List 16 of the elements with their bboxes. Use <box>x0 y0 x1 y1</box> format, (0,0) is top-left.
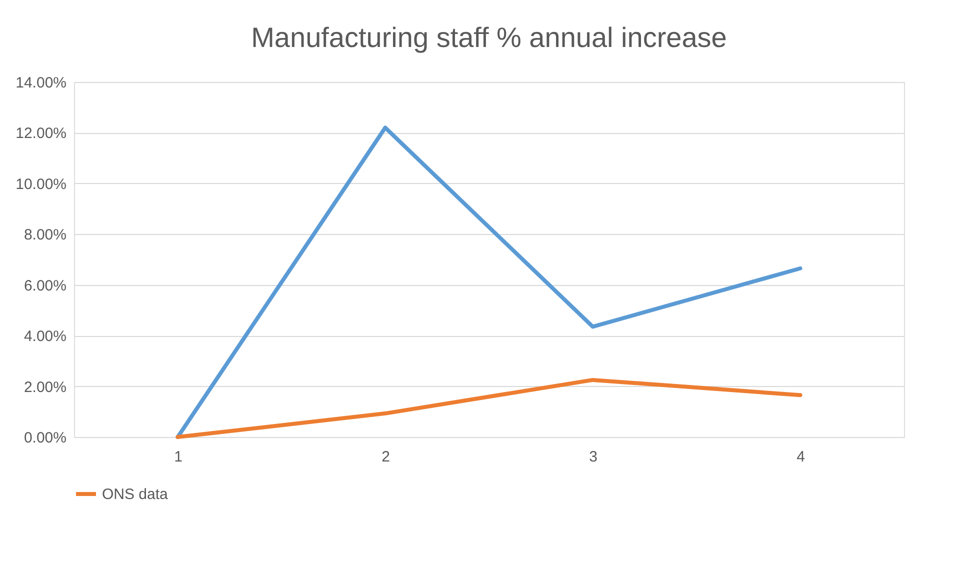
x-tick-label: 1 <box>174 448 182 466</box>
y-tick-label: 4.00% <box>24 328 66 346</box>
x-tick-label: 2 <box>382 448 390 466</box>
line-series <box>176 126 802 439</box>
y-tick-label: 2.00% <box>24 378 66 396</box>
x-tick-label: 3 <box>589 448 598 466</box>
y-tick-label: 6.00% <box>24 277 66 294</box>
x-tick-label: 4 <box>796 448 805 466</box>
y-tick-label: 10.00% <box>16 176 66 193</box>
y-tick-label: 14.00% <box>16 74 66 92</box>
y-tick-label: 0.00% <box>24 430 66 446</box>
y-tick-label: 8.00% <box>24 226 66 244</box>
y-tick-label: 12.00% <box>16 125 66 142</box>
legend-label: ONS data <box>102 486 169 503</box>
line-series <box>176 378 802 439</box>
chart-title: Manufacturing staff % annual increase <box>251 22 727 53</box>
